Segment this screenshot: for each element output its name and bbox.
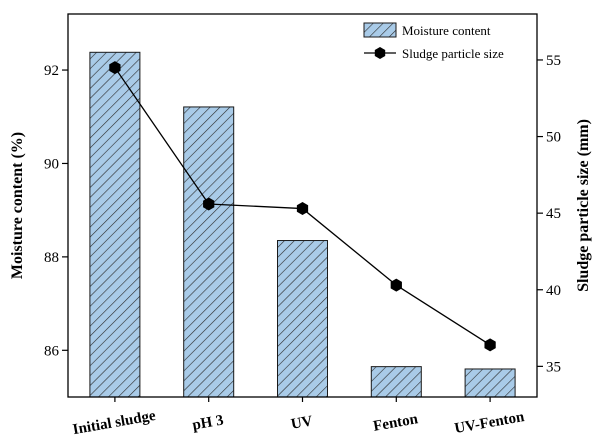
y2-tick-label-2: 45 bbox=[546, 206, 561, 222]
x-tick-label-4: UV-Fenton bbox=[453, 409, 526, 437]
bar-4 bbox=[465, 369, 515, 397]
x-tick-label-0: Initial sludge bbox=[72, 408, 158, 438]
legend-label-particle-size: Sludge particle size bbox=[402, 46, 504, 61]
y-tick-label-3: 92 bbox=[44, 63, 59, 79]
y2-tick-label-3: 50 bbox=[546, 130, 561, 146]
y-axis-title: Moisture content (%) bbox=[9, 132, 26, 279]
legend-label-moisture: Moisture content bbox=[402, 23, 491, 38]
line-point-4 bbox=[484, 338, 495, 351]
bars-layer bbox=[90, 52, 515, 397]
bar-0 bbox=[90, 52, 140, 397]
x-tick-label-2: UV bbox=[290, 413, 314, 433]
x-tick-label-3: Fenton bbox=[372, 411, 420, 435]
bar-1 bbox=[184, 107, 234, 397]
y2-tick-label-1: 40 bbox=[546, 283, 561, 299]
legend: Moisture content Sludge particle size bbox=[364, 23, 504, 61]
bar-3 bbox=[371, 367, 421, 397]
legend-hexagon-icon bbox=[375, 47, 385, 59]
y2-tick-label-0: 35 bbox=[546, 359, 561, 375]
bar-2 bbox=[278, 241, 328, 397]
y2-axis-title: Sludge particle size (mm) bbox=[575, 119, 592, 292]
line-point-3 bbox=[391, 279, 402, 292]
y-tick-label-2: 90 bbox=[44, 156, 59, 172]
x-tick-label-1: pH 3 bbox=[191, 412, 225, 433]
y2-tick-label-4: 55 bbox=[546, 53, 561, 69]
legend-bar-swatch bbox=[364, 23, 396, 37]
y-tick-label-1: 88 bbox=[44, 250, 59, 266]
line-point-2 bbox=[297, 202, 308, 215]
y-tick-label-0: 86 bbox=[44, 343, 60, 359]
